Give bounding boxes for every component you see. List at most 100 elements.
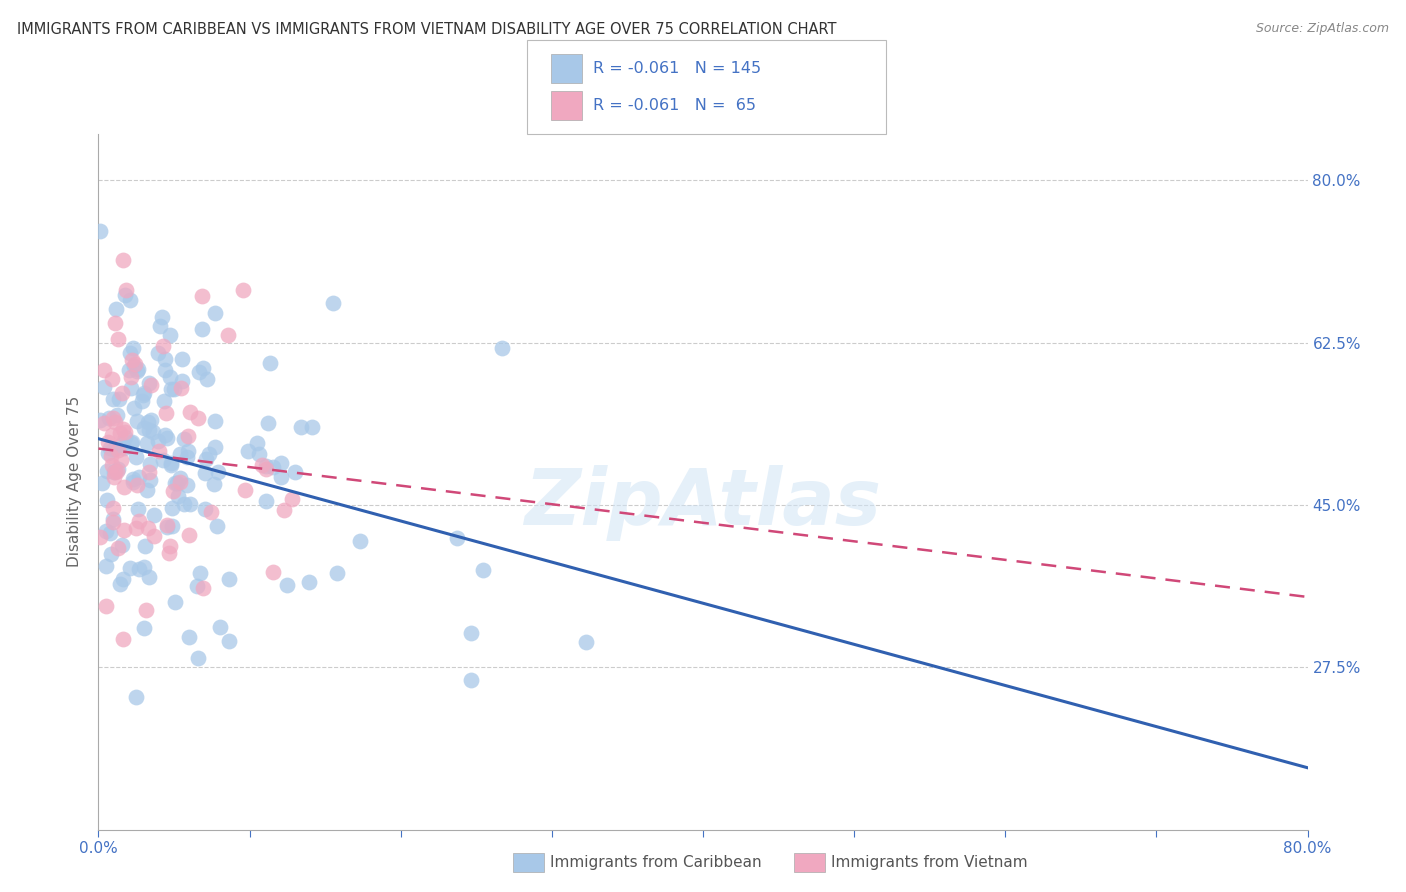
Point — [191, 289, 214, 303]
Point — [101, 501, 124, 516]
Point — [247, 447, 270, 461]
Point — [108, 426, 131, 441]
Point — [104, 317, 127, 331]
Point — [187, 651, 209, 665]
Point — [152, 339, 174, 353]
Point — [111, 386, 134, 401]
Point — [91, 475, 114, 490]
Point — [176, 450, 198, 464]
Point — [246, 436, 269, 450]
Point — [125, 364, 148, 378]
Point — [169, 470, 191, 484]
Point — [163, 382, 186, 396]
Point — [179, 528, 201, 542]
Point — [136, 521, 159, 535]
Point — [177, 630, 200, 644]
Y-axis label: Disability Age Over 75: Disability Age Over 75 — [67, 396, 83, 567]
Point — [157, 546, 180, 560]
Point — [132, 559, 155, 574]
Point — [170, 374, 193, 388]
Point — [125, 690, 148, 704]
Point — [112, 572, 135, 586]
Point — [187, 365, 209, 379]
Point — [103, 512, 125, 526]
Point — [148, 434, 170, 449]
Point — [232, 283, 254, 297]
Point — [254, 459, 277, 474]
Point — [259, 356, 281, 370]
Point — [200, 505, 222, 519]
Point — [104, 465, 127, 479]
Point — [104, 464, 127, 478]
Point — [107, 541, 129, 556]
Point — [155, 406, 177, 420]
Point — [96, 492, 118, 507]
Point — [127, 362, 149, 376]
Point — [131, 393, 153, 408]
Point — [471, 563, 494, 577]
Point — [273, 503, 295, 517]
Point — [217, 327, 239, 342]
Point — [127, 502, 149, 516]
Point — [112, 441, 135, 455]
Point — [112, 523, 135, 537]
Point — [101, 427, 124, 442]
Point — [284, 465, 307, 479]
Point — [148, 443, 170, 458]
Point — [204, 440, 226, 454]
Point — [235, 483, 257, 497]
Point — [136, 483, 159, 497]
Text: Immigrants from Vietnam: Immigrants from Vietnam — [831, 855, 1028, 870]
Point — [120, 381, 142, 395]
Point — [146, 346, 169, 360]
Point — [103, 411, 125, 425]
Point — [96, 464, 118, 478]
Text: Immigrants from Caribbean: Immigrants from Caribbean — [550, 855, 762, 870]
Point — [112, 480, 135, 494]
Point — [134, 539, 156, 553]
Point — [156, 520, 179, 534]
Point — [188, 566, 211, 580]
Point — [262, 460, 284, 475]
Point — [138, 466, 160, 480]
Point — [170, 381, 193, 395]
Point — [250, 458, 273, 472]
Point — [173, 432, 195, 446]
Point — [191, 581, 214, 595]
Point — [125, 414, 148, 428]
Point — [93, 379, 115, 393]
Point — [104, 415, 127, 429]
Point — [112, 253, 135, 268]
Point — [110, 453, 132, 467]
Point — [167, 489, 190, 503]
Point — [107, 332, 129, 346]
Point — [89, 413, 111, 427]
Point — [205, 519, 228, 533]
Point — [136, 415, 159, 429]
Point — [254, 462, 277, 476]
Point — [89, 224, 111, 238]
Point — [207, 465, 229, 479]
Point — [101, 372, 124, 386]
Point — [89, 530, 111, 544]
Point — [136, 436, 159, 450]
Point — [276, 577, 298, 591]
Point — [172, 351, 194, 366]
Point — [114, 430, 136, 444]
Point — [132, 385, 155, 400]
Point — [177, 444, 200, 458]
Point — [298, 574, 321, 589]
Point — [124, 357, 146, 371]
Point — [177, 429, 200, 443]
Point — [159, 539, 181, 553]
Point — [169, 475, 191, 489]
Text: R = -0.061   N =  65: R = -0.061 N = 65 — [593, 98, 756, 113]
Point — [152, 452, 174, 467]
Point — [114, 283, 136, 297]
Point — [160, 458, 183, 473]
Point — [94, 599, 117, 613]
Point — [105, 408, 128, 422]
Point — [138, 423, 160, 437]
Point — [491, 341, 513, 355]
Point — [98, 525, 121, 540]
